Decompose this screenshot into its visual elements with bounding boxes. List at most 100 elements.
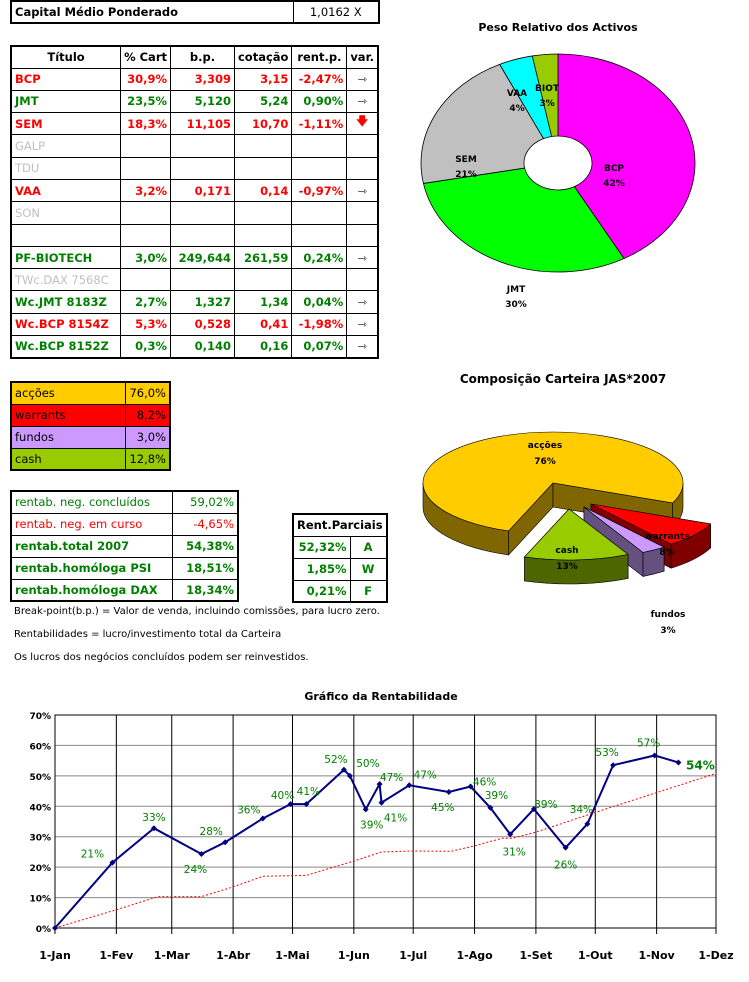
data-point — [610, 762, 617, 769]
pie3d-chart-title: Composição Carteira JAS*2007 — [460, 372, 666, 386]
donut-slice-biot — [531, 53, 559, 137]
data-point — [52, 925, 58, 931]
allocation-value: 3,0% — [125, 425, 171, 449]
portfolio-share: 0,3% — [120, 335, 171, 359]
column-header[interactable]: rent.p. — [291, 45, 348, 69]
line-chart-title: Gráfico da Rentabilidade — [304, 690, 457, 703]
quote: 3,15 — [233, 67, 293, 91]
data-point — [109, 859, 116, 866]
pie3d-slice-0 — [422, 431, 684, 532]
x-tick-label: 1-Dez — [698, 949, 733, 962]
y-tick-label: 70% — [29, 712, 51, 722]
x-tick-label: 1-Jan — [39, 949, 71, 962]
data-point — [376, 781, 383, 788]
return: -1,98% — [291, 312, 348, 337]
returns-label: rentab.total 2007 — [10, 534, 173, 558]
arrow-right-icon: ⇾ — [357, 339, 367, 354]
data-label: 54% — [686, 758, 715, 772]
note-lucros: Os lucros dos negócios concluídos podem … — [14, 652, 309, 663]
data-label: 53% — [595, 747, 618, 759]
return: 0,07% — [291, 335, 348, 359]
allocation-table: acções 76,0% warrants 8,2% fundos 3,0% cash 12,… — [10, 381, 171, 471]
returns-label: rentab.homóloga PSI — [10, 556, 173, 580]
data-point — [467, 783, 474, 790]
x-tick-label: 1-Jun — [338, 949, 370, 962]
donut-value: 4% — [509, 104, 524, 114]
partial-code: W — [349, 557, 388, 581]
allocation-label: warrants — [10, 403, 127, 427]
allocation-row: acções 76,0% — [10, 381, 171, 405]
data-point — [507, 831, 514, 838]
break-point: 3,309 — [170, 67, 235, 91]
plot-area — [54, 714, 717, 929]
data-point — [362, 806, 369, 813]
quote: 261,59 — [233, 245, 293, 270]
pie3d-slice-2 — [583, 506, 665, 553]
y-tick-label: 0% — [36, 925, 51, 935]
pie3d-value: 76% — [534, 457, 556, 467]
pie3d-label: warrants — [644, 532, 689, 542]
quote: 0,16 — [233, 335, 293, 359]
table-row: Wc.BCP 8152Z 0,3% 0,140 0,16 0,07% ⇾ — [10, 335, 379, 359]
portfolio-share: 18,3% — [120, 112, 171, 136]
partial-row: 52,32% A — [292, 535, 388, 559]
returns-value: -4,65% — [171, 512, 239, 536]
x-tick-label: 1-Abr — [216, 949, 251, 962]
data-point — [562, 844, 569, 851]
data-point — [287, 801, 294, 808]
quote: 5,24 — [233, 89, 293, 114]
quote: 1,34 — [233, 290, 293, 314]
returns-value: 18,34% — [171, 578, 239, 602]
table-row: TDU — [10, 156, 379, 180]
capital-table: Capital Médio Ponderado 1,0162 X — [10, 0, 380, 24]
returns-row: rentab. neg. em curso -4,65% — [10, 512, 239, 536]
donut-value: 30% — [505, 300, 527, 310]
donut-label: SEM — [455, 155, 477, 165]
column-header[interactable]: cotação — [233, 45, 293, 69]
data-point — [651, 752, 658, 759]
data-label: 39% — [534, 799, 557, 811]
asset-name: Wc.BCP 8152Z — [10, 335, 122, 359]
allocation-label: acções — [10, 381, 127, 405]
break-point: 0,140 — [170, 335, 235, 359]
data-point — [222, 839, 229, 846]
y-tick-label: 30% — [29, 834, 51, 844]
allocation-row: fundos 3,0% — [10, 425, 171, 449]
table-row — [10, 223, 379, 247]
returns-table: rentab. neg. concluídos 59,02% rentab. neg… — [10, 490, 239, 602]
data-label: 57% — [637, 737, 660, 749]
data-point — [378, 799, 385, 806]
returns-label: rentab. neg. concluídos — [10, 490, 173, 514]
pie3d-slice-1 — [590, 503, 712, 545]
data-point — [530, 806, 537, 813]
arrow-down-icon: 🡇 — [356, 114, 369, 129]
capital-label: Capital Médio Ponderado — [10, 0, 294, 24]
data-point — [584, 820, 591, 827]
arrow-right-icon: ⇾ — [357, 317, 367, 332]
break-point: 249,644 — [170, 245, 235, 270]
pie3d-value: 3% — [660, 626, 675, 636]
data-label: 34% — [570, 804, 593, 816]
data-point — [150, 825, 157, 832]
data-label: 41% — [297, 786, 320, 798]
data-label: 36% — [237, 804, 260, 816]
y-tick-label: 50% — [29, 773, 51, 783]
donut-slice-bcp — [557, 53, 696, 260]
data-label: 21% — [81, 849, 104, 861]
y-tick-label: 10% — [29, 895, 51, 905]
arrow-right-icon: ⇾ — [357, 94, 367, 109]
partial-value: 0,21% — [292, 579, 351, 603]
partial-row: 0,21% F — [292, 579, 388, 603]
note-rentabilidades: Rentabilidades = lucro/investimento tota… — [14, 629, 282, 640]
arrow-right-icon: ⇾ — [357, 295, 367, 310]
partial-row: 1,85% W — [292, 557, 388, 581]
data-point — [406, 782, 413, 789]
column-header[interactable]: var. — [346, 45, 379, 69]
returns-value: 59,02% — [171, 490, 239, 514]
donut-slice-sem — [420, 63, 545, 184]
data-point — [340, 766, 347, 773]
donut-label: BCP — [604, 164, 624, 174]
donut-label: BIOT — [535, 84, 560, 94]
allocation-value: 12,8% — [125, 447, 171, 471]
data-point — [675, 759, 682, 766]
